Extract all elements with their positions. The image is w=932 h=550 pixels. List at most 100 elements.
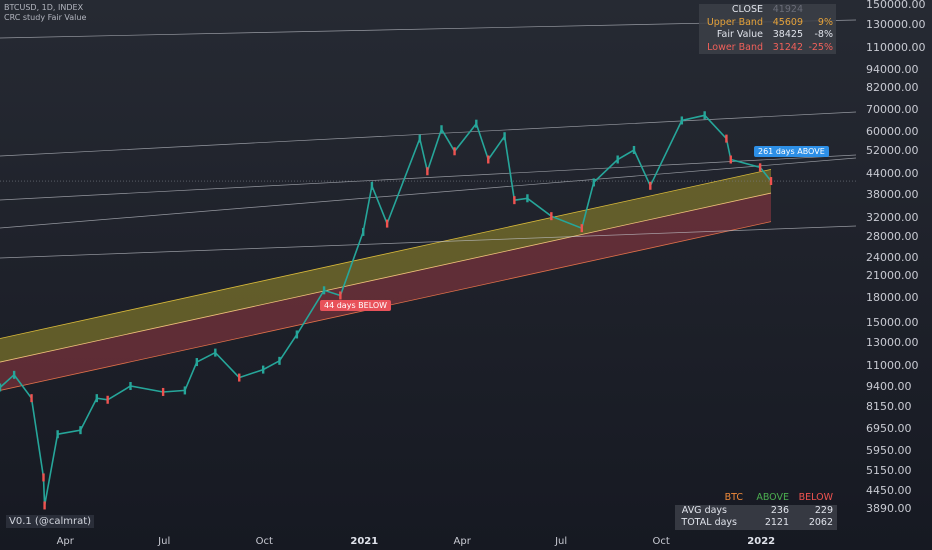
price-point — [322, 286, 326, 295]
price-point — [487, 155, 490, 164]
price-point — [339, 291, 342, 300]
trendline — [0, 225, 857, 259]
below-days-tag: 44 days BELOW — [320, 300, 392, 311]
time-tick-label: Apr — [56, 536, 74, 547]
price-tick-label: 38000.00 — [866, 187, 919, 201]
total-days-label: TOTAL days — [681, 517, 737, 528]
upper-band-value: 45609 — [772, 16, 803, 28]
trendline — [0, 111, 857, 157]
price-point — [725, 134, 728, 143]
price-tick-label: 82000.00 — [866, 81, 919, 95]
price-point — [385, 219, 389, 228]
price-point — [43, 501, 46, 510]
price-point — [503, 132, 506, 141]
time-tick-label: Oct — [255, 536, 273, 547]
price-tick-label: 70000.00 — [866, 103, 919, 117]
time-tick-label: Apr — [453, 536, 471, 547]
price-tick-label: 13000.00 — [866, 335, 919, 349]
price-point — [418, 134, 421, 143]
total-days-above: 2121 — [764, 517, 789, 528]
close-label: CLOSE — [731, 4, 763, 15]
below-label: BELOW — [798, 492, 833, 503]
upper-band-zone — [0, 169, 772, 363]
fair-value-value: 38425 — [772, 29, 803, 40]
price-tick-label: 150000.00 — [866, 0, 926, 11]
price-point — [526, 194, 529, 203]
symbol-title: BTCUSD, 1D, INDEX — [4, 3, 84, 12]
price-point — [129, 382, 132, 391]
stats-table: CLOSE 41924 Upper Band 45609 9% Fair Val… — [699, 4, 836, 54]
price-point — [592, 178, 595, 187]
avg-days-row: AVG days 236 229 — [675, 504, 837, 517]
time-tick-label: Jul — [158, 536, 171, 547]
price-point — [729, 155, 732, 164]
price-point — [680, 116, 684, 125]
fair-value-label: Fair Value — [716, 29, 763, 40]
price-point — [475, 119, 478, 128]
trendline — [0, 157, 857, 229]
trendline — [0, 154, 857, 201]
price-point — [42, 473, 45, 482]
price-tick-label: 15000.00 — [866, 315, 919, 329]
price-point — [79, 426, 82, 435]
price-point — [56, 430, 59, 439]
days-table: BTC ABOVE BELOW AVG days 236 229 TOTAL d… — [675, 492, 837, 530]
price-tick-label: 6950.00 — [866, 422, 912, 436]
price-tick-label: 32000.00 — [866, 211, 919, 225]
lower-band-value: 31242 — [772, 41, 803, 53]
price-point — [370, 181, 374, 190]
stats-row-fair: Fair Value 38425 -8% — [699, 29, 836, 42]
price-point — [649, 181, 652, 190]
price-point — [183, 386, 187, 395]
price-point — [513, 196, 516, 205]
price-tick-label: 130000.00 — [866, 17, 926, 31]
price-series-line — [0, 114, 772, 506]
stats-row-lower: Lower Band 31242 -25% — [699, 42, 836, 55]
price-point — [0, 383, 2, 392]
price-tick-label: 4450.00 — [866, 483, 912, 497]
price-point — [616, 155, 619, 164]
price-point — [95, 394, 98, 403]
price-point — [440, 125, 443, 134]
time-tick-label: 2022 — [747, 536, 776, 547]
price-point — [12, 370, 16, 379]
stats-row-upper: Upper Band 45609 9% — [699, 17, 836, 30]
lower-band-label: Lower Band — [707, 41, 763, 53]
above-label: ABOVE — [756, 492, 789, 503]
price-tick-label: 94000.00 — [866, 62, 919, 76]
price-tick-label: 3890.00 — [866, 502, 912, 516]
price-point — [580, 224, 583, 233]
price-tick-label: 110000.00 — [866, 40, 926, 54]
price-point — [238, 373, 241, 382]
price-tick-label: 5950.00 — [866, 443, 912, 457]
close-value: 41924 — [772, 4, 803, 15]
price-point — [550, 212, 553, 221]
version-label: V0.1 (@calmrat) — [6, 515, 95, 528]
days-header-row: BTC ABOVE BELOW — [675, 492, 837, 505]
price-tick-label: 52000.00 — [866, 144, 919, 158]
price-tick-label: 60000.00 — [866, 124, 919, 138]
study-name: CRC study Fair Value — [4, 13, 87, 22]
price-point — [30, 394, 33, 403]
price-point — [632, 145, 636, 154]
price-point — [106, 395, 109, 404]
price-point — [278, 356, 281, 365]
price-point — [453, 147, 456, 156]
price-tick-label: 21000.00 — [866, 269, 919, 283]
time-tick-label: Oct — [652, 536, 670, 547]
price-point — [214, 348, 217, 357]
time-tick-label: 2021 — [350, 536, 379, 547]
lower-band-zone — [0, 193, 772, 391]
price-tick-label: 9400.00 — [866, 380, 912, 394]
price-tick-label: 44000.00 — [866, 167, 919, 181]
avg-days-below: 229 — [814, 504, 833, 516]
upper-band-pct: 9% — [817, 16, 833, 28]
price-point — [758, 163, 762, 172]
avg-days-above: 236 — [770, 504, 789, 516]
above-days-tag: 261 days ABOVE — [754, 146, 829, 157]
price-point — [362, 227, 365, 236]
price-point — [195, 358, 199, 367]
price-tick-label: 28000.00 — [866, 229, 919, 243]
price-point — [161, 387, 165, 396]
